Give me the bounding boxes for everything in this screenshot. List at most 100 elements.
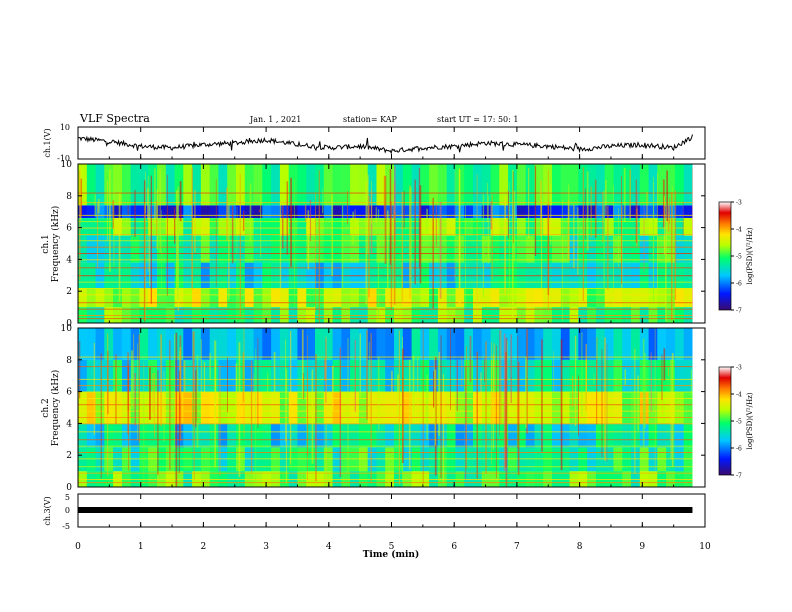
sferic-streak [402, 348, 404, 463]
spectrogram-cell [490, 391, 500, 424]
spectrogram-cell [253, 288, 263, 308]
sferic-streak [665, 204, 667, 322]
spectrogram-cell [385, 471, 395, 487]
spectrogram-cell [560, 328, 571, 360]
sferic-streak [624, 369, 626, 385]
spectrogram-cell [332, 307, 342, 323]
spectrogram-cell [499, 307, 509, 323]
colorbar-tick-label: -5 [736, 254, 742, 261]
sferic-streak [94, 194, 96, 217]
spectrogram-cell [560, 218, 571, 236]
spectrogram-cell [297, 164, 307, 206]
spectrogram-cell [464, 328, 474, 360]
sferic-streak [100, 353, 102, 479]
spectrogram-cell [113, 391, 123, 424]
spectrogram-cell [183, 359, 193, 392]
spectrogram-cell [271, 471, 281, 487]
sferic-streak [176, 190, 178, 294]
spectrogram-cell [525, 391, 536, 424]
sferic-streak [410, 187, 412, 293]
spectrogram-cell [323, 288, 334, 308]
spectrogram-cell [86, 205, 97, 218]
sferic-streak [585, 344, 587, 411]
spectrogram-cell [499, 288, 509, 308]
spectrogram-cell [385, 423, 395, 448]
spectrogram-cell [683, 218, 694, 236]
spectrogram-cell [95, 288, 105, 308]
narrowband-line [78, 410, 693, 412]
colorbar-ch1-bar [718, 201, 732, 311]
spectrogram-cell [332, 205, 342, 218]
spectrogram-cell [429, 328, 439, 360]
spectrogram-cell [385, 328, 395, 360]
sferic-streak [504, 196, 506, 294]
sferic-streak [594, 179, 597, 238]
narrowband-line [78, 472, 693, 474]
sferic-streak [493, 343, 495, 399]
sferic-streak [307, 210, 310, 270]
spectrogram-cell [367, 471, 378, 487]
spectrogram-cell [297, 205, 307, 218]
spectrogram-cell [288, 423, 299, 448]
sferic-streak [596, 337, 598, 381]
spectrogram-cell [420, 391, 430, 424]
spectrogram-cell [262, 235, 272, 263]
sferic-streak [134, 373, 136, 426]
spectrogram-cell [402, 359, 413, 392]
spectrogram-cell [227, 471, 237, 487]
spectrogram-cell [394, 328, 404, 360]
sferic-streak [541, 198, 542, 289]
spectrogram-cell [534, 235, 544, 263]
spectrogram-cell [200, 288, 211, 308]
sferic-streak [209, 353, 211, 379]
spectrogram-cell [262, 471, 272, 487]
sferic-streak [517, 361, 520, 475]
sferic-streak [670, 359, 672, 460]
spectrogram-cell [218, 164, 228, 206]
spectrogram-cell [683, 307, 694, 323]
x-tick-label: 1 [138, 542, 144, 552]
spectrogram-cell [358, 328, 369, 360]
ch2-spec-ylabel-freq: Frequency (kHz) [50, 370, 61, 447]
spectrogram-cell [525, 288, 536, 308]
spectrogram-cell [279, 328, 290, 360]
y-tick-label: 6 [66, 224, 72, 234]
spectrogram-cell [481, 205, 492, 218]
x-tick-label: 3 [263, 542, 269, 552]
sferic-streak [166, 174, 168, 296]
sferic-streak [236, 206, 238, 254]
spectrogram-cell [376, 235, 386, 263]
spectrogram-cell [244, 471, 255, 487]
spectrogram-cell [95, 307, 105, 323]
sferic-streak [491, 342, 492, 465]
sferic-streak [526, 329, 528, 434]
y-tick-label: 4 [66, 255, 72, 265]
spectrogram-cell [262, 288, 272, 308]
spectrogram-cell [350, 471, 360, 487]
spectrogram-cell [323, 471, 334, 487]
sferic-streak [138, 334, 140, 443]
spectrogram-cell [350, 218, 360, 236]
spectrogram-cell [358, 288, 369, 308]
sferic-streak [150, 175, 152, 304]
spectrogram-cell [595, 328, 606, 360]
spectrogram-cell [569, 359, 579, 392]
spectrogram-cell [297, 307, 307, 323]
spectrogram-cell [552, 359, 562, 392]
spectrogram-cell [560, 423, 571, 448]
colorbar-ch2-ticks: -3 -4 -5 -6 -7 [731, 365, 742, 480]
spectrogram-cell [595, 164, 606, 206]
sferic-streak [163, 371, 165, 442]
spectrogram-cell [218, 328, 228, 360]
spectrogram-cell [306, 328, 316, 360]
spectrogram-cell [271, 359, 281, 392]
spectrogram-cell [86, 359, 97, 392]
sferic-streak [235, 363, 238, 420]
spectrogram-cell [508, 471, 518, 487]
y-tick-label: 0 [66, 319, 72, 329]
spectrogram-cell [121, 164, 132, 206]
colorbar-tick-label: -4 [736, 227, 742, 234]
spectrogram-cell [552, 205, 562, 218]
spectrogram-cell [262, 205, 272, 218]
